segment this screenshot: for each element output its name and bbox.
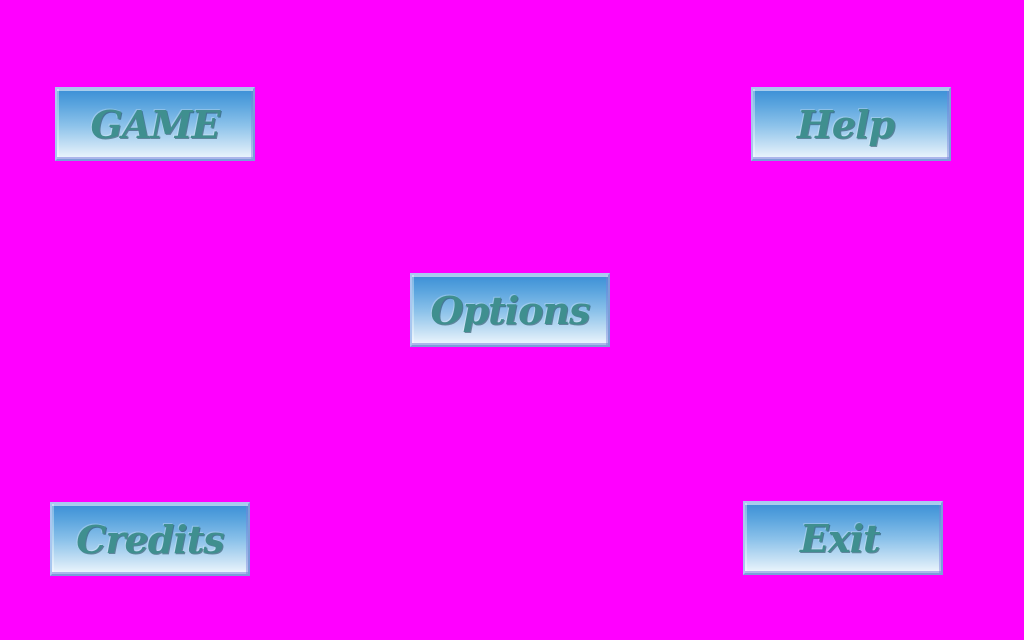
exit-button[interactable]: Exit (743, 501, 943, 575)
options-button-label: Options (430, 287, 590, 333)
credits-button[interactable]: Credits (50, 502, 250, 576)
options-button[interactable]: Options (410, 273, 610, 347)
help-button[interactable]: Help (751, 87, 951, 161)
credits-button-label: Credits (76, 516, 224, 562)
exit-button-label: Exit (800, 515, 881, 561)
game-button-label: GAME (90, 101, 221, 147)
game-button[interactable]: GAME (55, 87, 255, 161)
help-button-label: Help (797, 101, 895, 147)
